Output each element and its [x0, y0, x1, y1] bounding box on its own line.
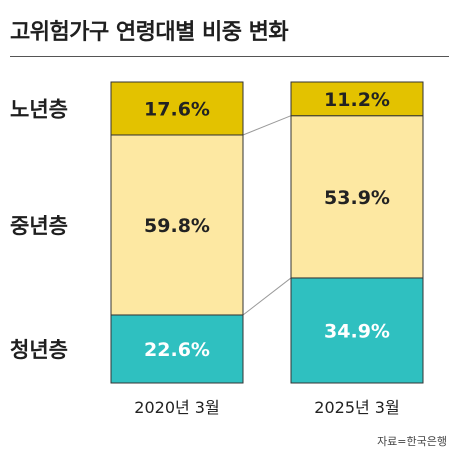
bar-segment [290, 81, 424, 117]
source-note: 자료=한국은행 [377, 435, 447, 448]
bar-segment [110, 81, 244, 136]
bar-segment [110, 314, 244, 384]
data-label: 53.9% [324, 187, 390, 209]
bar-segment [290, 277, 424, 384]
chart-title: 고위험가구 연령대별 비중 변화 [10, 20, 289, 45]
bar-segment [110, 134, 244, 316]
series-label: 중년층 [10, 214, 68, 238]
category-label: 2025년 3월 [314, 398, 399, 417]
connector-line [242, 277, 292, 316]
title-divider [10, 56, 449, 57]
series-label: 노년층 [10, 97, 68, 121]
category-label: 2020년 3월 [134, 398, 219, 417]
connector-lines [242, 115, 292, 316]
data-label: 11.2% [324, 89, 390, 111]
connector-line [242, 115, 292, 136]
data-label: 22.6% [144, 339, 210, 361]
data-label: 34.9% [324, 320, 390, 342]
bar-stack-2: 34.9% 53.9% 11.2% [290, 81, 424, 384]
series-label: 청년층 [10, 338, 68, 362]
data-label: 17.6% [144, 98, 210, 120]
bar-stack-1: 22.6% 59.8% 17.6% [110, 81, 244, 384]
data-label: 59.8% [144, 215, 210, 237]
